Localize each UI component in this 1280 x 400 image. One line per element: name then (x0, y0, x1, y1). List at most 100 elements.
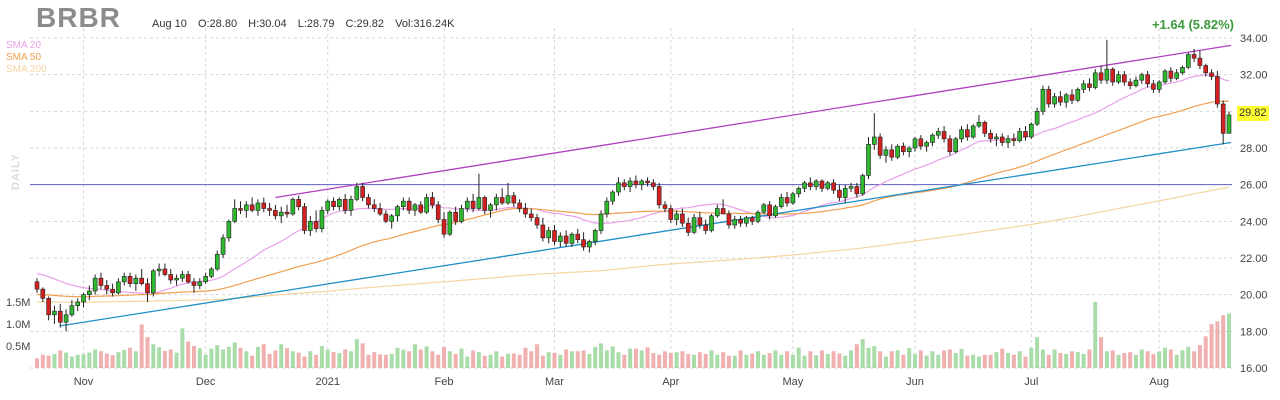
volume-bar (761, 354, 766, 368)
candle (848, 182, 854, 192)
candle (1011, 133, 1017, 147)
candle (924, 140, 929, 152)
volume-bar (913, 353, 918, 368)
candle-body (34, 281, 40, 290)
candle-body (1180, 67, 1185, 74)
candle (1226, 111, 1232, 134)
candle (69, 300, 75, 317)
candle (569, 232, 575, 247)
volume-bar (587, 353, 592, 368)
candle (238, 201, 243, 214)
volume-bar (238, 347, 243, 368)
candle-body (348, 199, 354, 211)
candle (970, 124, 976, 139)
candle-body (406, 200, 412, 211)
candle (156, 263, 162, 277)
candle (499, 188, 505, 205)
candle (656, 182, 662, 209)
candle-body (796, 188, 802, 195)
volume-bar (395, 347, 400, 368)
volume-bar (488, 354, 493, 368)
candle (203, 272, 208, 284)
candle (982, 120, 988, 137)
volume-bar (35, 358, 39, 368)
volume-bar (1052, 349, 1057, 368)
candle (424, 193, 429, 214)
volume-bar (1000, 348, 1005, 368)
volume-bar (535, 344, 540, 368)
candle (464, 197, 470, 213)
volume-bar (517, 354, 522, 368)
candle-body (494, 197, 499, 206)
volume-bar (331, 352, 336, 368)
volume-bar (604, 350, 609, 368)
volume-bar (98, 351, 103, 368)
volume-bar (285, 348, 290, 368)
volume-bar (674, 352, 679, 368)
volume-bar (1006, 353, 1011, 368)
candle (598, 210, 604, 235)
candle-body (999, 136, 1005, 143)
volume-bar (1145, 351, 1150, 368)
candle (1139, 72, 1145, 84)
candle (685, 217, 691, 236)
candle-body (883, 149, 889, 156)
candle-body (232, 208, 237, 222)
volume-bar (133, 351, 138, 368)
candle (935, 127, 941, 139)
candle-body (1098, 72, 1104, 81)
candle-body (1046, 89, 1052, 105)
candle-body (150, 270, 156, 294)
candle-body (534, 217, 540, 226)
volume-bar (802, 355, 807, 368)
candle (720, 199, 726, 215)
candle (1162, 69, 1168, 84)
candle-body (261, 202, 267, 209)
sma-legend: SMA 20 SMA 50 SMA 200 (6, 40, 47, 76)
candle-body (563, 235, 569, 244)
volume-bar (918, 350, 923, 368)
candle-body (790, 193, 796, 204)
volume-bar (819, 350, 824, 368)
candle (662, 201, 668, 213)
candle (726, 210, 732, 229)
volume-bar (825, 353, 830, 368)
candle (139, 269, 144, 286)
candle-body (732, 219, 738, 226)
candle (476, 173, 482, 211)
candle-body (1185, 54, 1191, 68)
candle (697, 212, 703, 229)
volume-bar (1023, 356, 1028, 368)
volume-bar (261, 344, 266, 368)
volume-bar (796, 347, 801, 368)
candle-body (819, 180, 825, 189)
candle (40, 287, 46, 302)
volume-bar (424, 346, 429, 368)
candle-body (651, 182, 656, 187)
candle-body (726, 213, 732, 226)
candle-body (848, 186, 854, 189)
volume-bar (639, 350, 644, 368)
volume-bar (849, 350, 854, 368)
price-tick-label: 32.00 (1240, 70, 1268, 82)
candle (1087, 78, 1092, 92)
candle-body (418, 204, 424, 213)
candle (749, 215, 755, 225)
candle (1156, 80, 1162, 93)
candle (563, 230, 569, 247)
date-tick-label: Mar (545, 376, 564, 388)
candle (866, 137, 871, 180)
volume-bar (1186, 346, 1191, 368)
candle-body (209, 268, 214, 277)
price-tick-label: 28.00 (1240, 143, 1268, 155)
candle (1040, 85, 1046, 115)
price-axis: 34.0032.0030.0028.0026.0024.0022.0020.00… (1240, 33, 1268, 375)
volume-bar (273, 350, 278, 368)
candle (988, 129, 993, 143)
candle-body (668, 208, 674, 220)
candle-body (1197, 57, 1203, 66)
candle-body (569, 233, 575, 244)
candle (255, 199, 261, 216)
candle-body (697, 217, 703, 226)
candle-body (994, 136, 999, 140)
